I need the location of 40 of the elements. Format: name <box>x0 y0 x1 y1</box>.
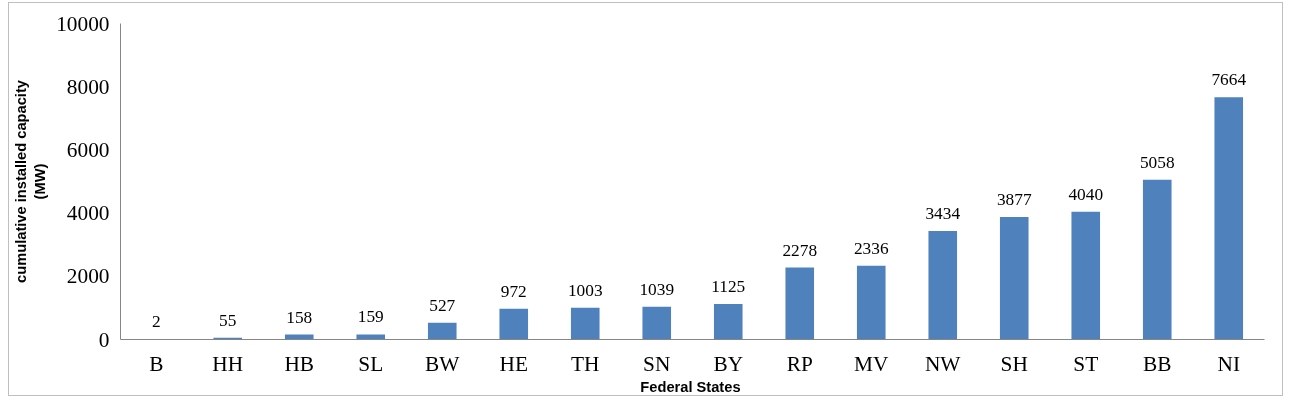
x-tick-label: BY <box>713 351 744 376</box>
data-label: 5058 <box>1139 152 1175 172</box>
data-label: 2336 <box>853 238 889 258</box>
data-label: 1003 <box>567 280 603 300</box>
y-tick-label: 10000 <box>56 11 110 36</box>
x-tick-label: BB <box>1143 351 1172 376</box>
y-tick-label: 8000 <box>66 74 110 99</box>
x-tick-label: MV <box>854 351 890 376</box>
x-tick-label: RP <box>786 351 813 376</box>
data-label: 1039 <box>639 279 675 299</box>
data-label: 4040 <box>1068 184 1104 204</box>
data-label: 527 <box>429 295 456 315</box>
data-label: 55 <box>219 310 237 330</box>
x-tick-label: BW <box>425 351 461 376</box>
x-tick-label: HE <box>499 351 528 376</box>
data-label: 972 <box>500 281 527 301</box>
data-label: 3877 <box>996 189 1032 209</box>
x-tick-label: SH <box>1000 351 1028 376</box>
x-tick-label: NI <box>1217 351 1241 376</box>
data-label: 2278 <box>782 240 818 260</box>
x-tick-label: SL <box>358 351 384 376</box>
data-label: 7664 <box>1211 70 1247 90</box>
x-tick-label: HH <box>212 351 244 376</box>
x-axis-title: Federal States <box>640 378 741 395</box>
y-tick-label: 2000 <box>66 264 110 289</box>
y-tick-label: 4000 <box>66 201 110 226</box>
x-tick-label: B <box>149 351 164 376</box>
data-label: 1125 <box>711 276 746 296</box>
x-tick-label: ST <box>1073 351 1099 376</box>
data-label: 3434 <box>925 203 961 223</box>
x-tick-label: TH <box>571 351 600 376</box>
x-tick-label: NW <box>924 351 962 376</box>
y-tick-label: 6000 <box>66 137 110 162</box>
data-label: 2 <box>151 312 161 332</box>
y-axis-title: cumulative installed capacity (MW) <box>12 79 49 283</box>
data-label: 158 <box>286 307 313 327</box>
x-tick-label: SN <box>643 351 671 376</box>
y-tick-label: 0 <box>98 327 110 352</box>
x-tick-label: HB <box>284 351 315 376</box>
data-label: 159 <box>357 307 384 327</box>
